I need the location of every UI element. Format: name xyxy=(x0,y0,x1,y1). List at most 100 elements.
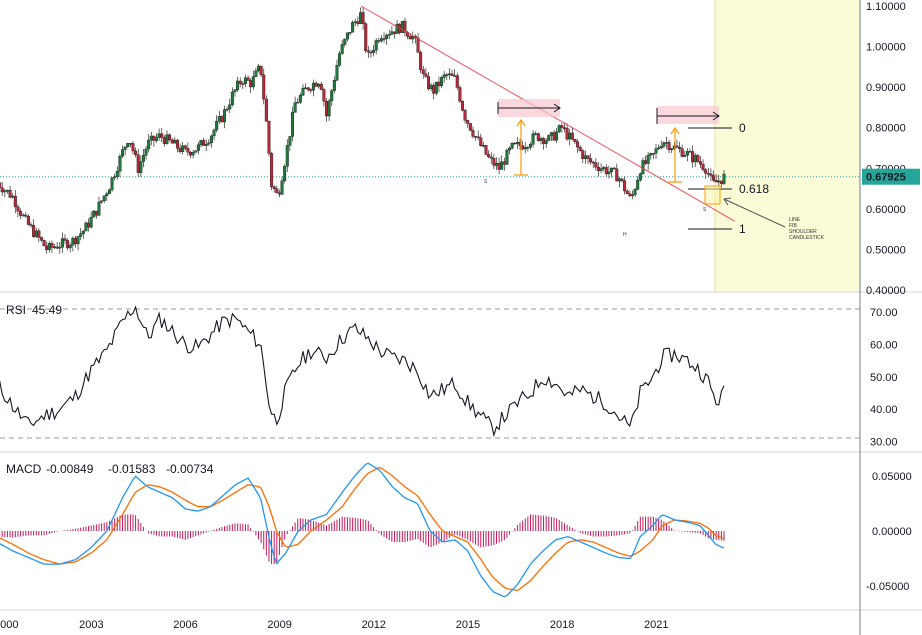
candle-body xyxy=(578,146,582,151)
candle-body xyxy=(704,169,708,174)
note-arrowhead xyxy=(723,197,732,206)
price-tick-label: 0.50000 xyxy=(866,244,906,256)
candle-body xyxy=(476,136,480,138)
candle-body xyxy=(149,135,153,141)
candle-body xyxy=(29,224,33,226)
candle-body xyxy=(364,23,368,51)
candle-body xyxy=(173,139,177,144)
candle-body xyxy=(717,180,721,183)
candle-body xyxy=(400,20,404,33)
candle-body xyxy=(403,20,407,33)
candle-body xyxy=(657,147,661,150)
candle-body xyxy=(257,65,261,72)
candle-body xyxy=(92,210,96,218)
candle-body xyxy=(3,190,7,193)
candle-body xyxy=(521,145,525,150)
candle-body xyxy=(147,139,151,150)
candle-body xyxy=(322,89,326,102)
candle-body xyxy=(21,214,25,217)
candle-body xyxy=(97,201,101,216)
candle-body xyxy=(228,104,232,110)
measure-tool-right[interactable] xyxy=(656,106,720,183)
candle-body xyxy=(471,130,475,137)
price-tick-label: 1.10000 xyxy=(866,1,906,13)
rsi-pane[interactable]: 70.00 60.00 50.00 40.00 30.00 RSI 45.49 xyxy=(0,303,898,449)
candle-body xyxy=(623,180,627,192)
candle-body xyxy=(254,70,258,77)
candle-body xyxy=(332,80,336,91)
fib-label-0: 0 xyxy=(739,121,746,135)
candle-body xyxy=(45,245,49,250)
candle-body xyxy=(620,178,624,181)
candle-body xyxy=(309,89,313,91)
candle-body xyxy=(714,180,718,183)
candle-body xyxy=(348,32,352,34)
candle-body xyxy=(217,116,221,122)
measure-right-up-arrowhead xyxy=(670,126,680,135)
candle-body xyxy=(241,83,245,85)
candle-body xyxy=(688,151,692,153)
candle-body xyxy=(615,168,619,182)
macd-hist-value: -0.00849 xyxy=(46,462,94,476)
candle-body xyxy=(387,34,391,36)
candle-body xyxy=(353,21,357,23)
candle-body xyxy=(432,84,436,94)
candle-body xyxy=(500,161,504,170)
macd-label: MACD xyxy=(6,462,42,476)
candle-body xyxy=(84,222,88,232)
candle-body xyxy=(392,31,396,34)
candle-body xyxy=(445,74,449,76)
candle-body xyxy=(508,147,512,151)
candle-body xyxy=(115,170,119,177)
candle-body xyxy=(596,166,600,171)
rsi-tick-label: 40.00 xyxy=(870,404,898,416)
candle-body xyxy=(94,210,98,216)
candle-body xyxy=(280,180,284,195)
candle-body xyxy=(238,80,242,84)
candle-body xyxy=(447,73,451,75)
candle-body xyxy=(523,147,527,150)
candle-body xyxy=(628,193,632,196)
candle-body xyxy=(73,237,77,245)
pattern-label-left-shoulder: S xyxy=(484,179,488,185)
candle-body xyxy=(644,160,648,164)
candle-body xyxy=(8,189,12,198)
candle-body xyxy=(555,131,559,141)
time-axis: 2000 2003 2006 2009 2012 2015 2018 2021 xyxy=(0,619,668,631)
candle-body xyxy=(249,80,253,88)
candle-body xyxy=(586,155,590,159)
candle-body xyxy=(670,148,674,151)
macd-tick-label: 0.00000 xyxy=(872,526,912,538)
candle-body xyxy=(68,244,72,249)
candle-body xyxy=(16,206,20,212)
candle-body xyxy=(194,150,198,153)
candle-body xyxy=(607,171,611,175)
pattern-label-head: H xyxy=(623,232,627,238)
rsi-value: 45.49 xyxy=(32,303,62,317)
candle-body xyxy=(712,175,716,181)
candle-highlight-box[interactable] xyxy=(704,185,721,205)
candle-body xyxy=(698,161,702,165)
candle-body xyxy=(366,50,370,53)
macd-pane[interactable]: 0.05000 0.00000 -0.05000 MACD -0.00849 -0.… xyxy=(0,462,912,598)
pattern-label-right-shoulder: S xyxy=(703,207,707,213)
candle-body xyxy=(285,145,289,167)
candle-body xyxy=(481,145,485,147)
price-pane[interactable]: 1.100001.000000.900000.800000.700000.600… xyxy=(0,1,920,297)
measure-tool-left[interactable] xyxy=(497,99,561,176)
candle-body xyxy=(225,108,229,111)
candle-body xyxy=(701,163,705,170)
candle-body xyxy=(539,138,543,141)
candle-body xyxy=(191,152,195,156)
candle-body xyxy=(356,21,360,24)
candle-body xyxy=(102,195,106,202)
candle-body xyxy=(202,140,206,146)
candle-body xyxy=(76,236,80,245)
annotation-note[interactable]: LINE FIB SHOULDER CANDLESTICK xyxy=(789,217,825,241)
candle-body xyxy=(243,77,247,84)
candle-body xyxy=(395,23,399,34)
candle-body xyxy=(270,153,274,187)
candle-body xyxy=(168,134,172,141)
candle-body xyxy=(246,77,250,81)
